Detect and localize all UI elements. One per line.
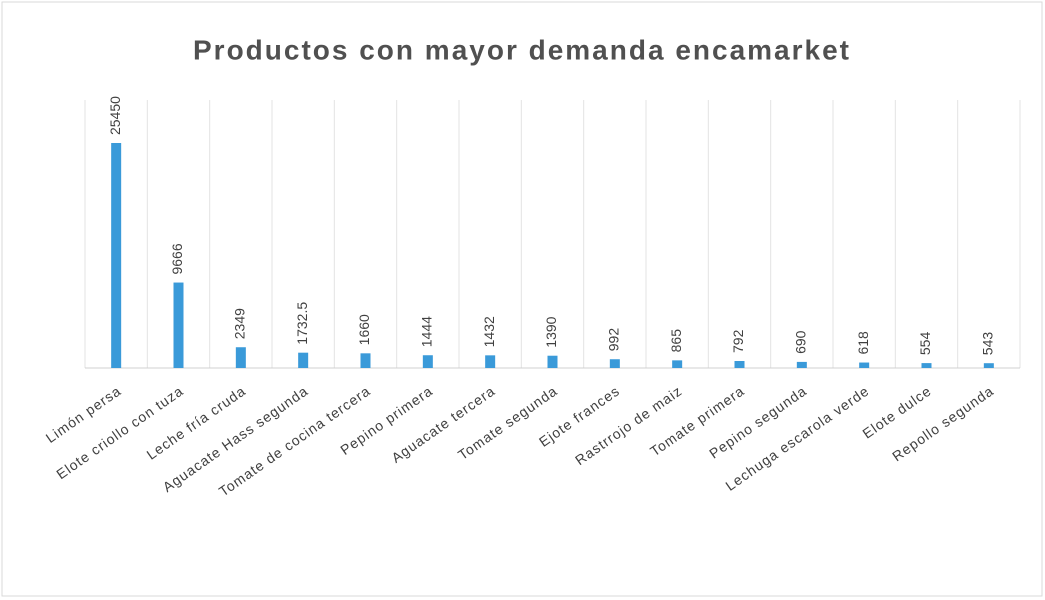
value-label: 543 [980, 332, 996, 356]
value-label: 690 [793, 330, 809, 354]
bar [859, 362, 870, 368]
bar [734, 360, 745, 368]
bar [111, 143, 122, 368]
value-label: 1732.5 [294, 302, 310, 345]
bar [298, 352, 309, 368]
bar [235, 347, 246, 368]
value-label: 792 [730, 329, 746, 353]
bar [796, 361, 807, 368]
value-label: 554 [917, 332, 933, 356]
value-label: 1432 [481, 316, 497, 347]
value-label: 1660 [356, 314, 372, 345]
bar [921, 363, 932, 368]
chart-title: Productos con mayor demanda encamarket [193, 34, 851, 65]
bar [360, 353, 371, 368]
value-label: 992 [606, 328, 622, 352]
value-label: 865 [668, 329, 684, 353]
bar [173, 282, 184, 368]
bar [485, 355, 496, 368]
value-label: 9666 [169, 243, 185, 274]
bar [609, 359, 620, 368]
value-label: 25450 [107, 96, 123, 135]
value-label: 2349 [232, 308, 248, 339]
bar [983, 363, 994, 368]
value-label: 618 [855, 331, 871, 355]
bar [672, 360, 683, 368]
bar [547, 355, 558, 368]
bar [422, 355, 433, 368]
value-label: 1390 [543, 316, 559, 347]
value-label: 1444 [419, 316, 435, 347]
